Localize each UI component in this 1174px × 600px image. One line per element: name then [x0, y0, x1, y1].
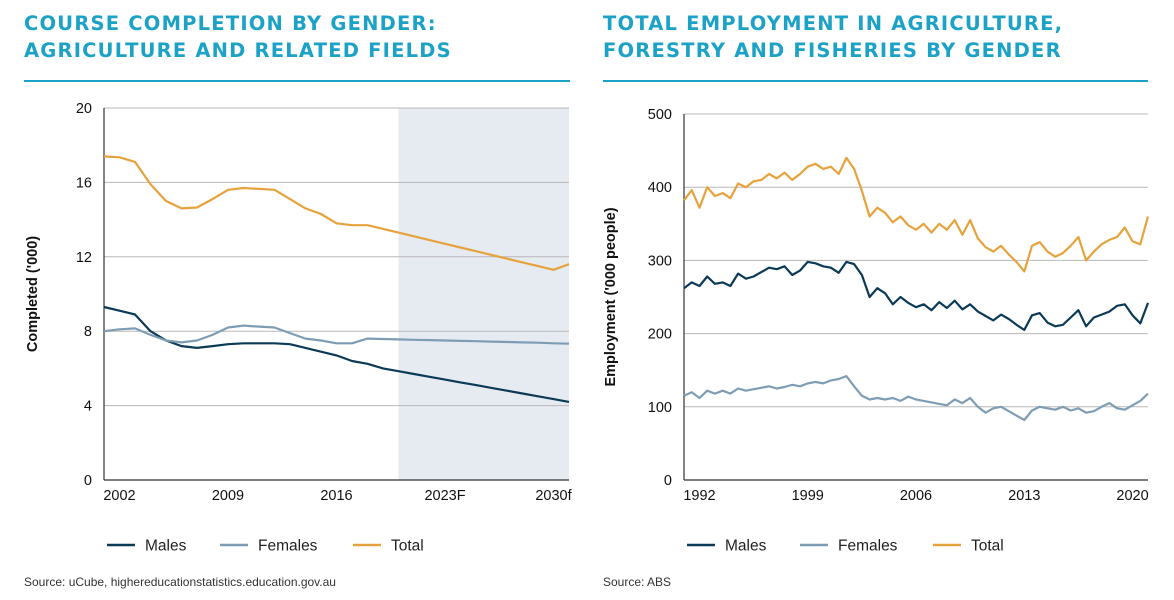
left-chart-forecast-shading — [398, 108, 569, 480]
source-note-left: Source: uCube, highereducationstatistics… — [24, 575, 336, 589]
left-chart-y-axis-title: Completed ('000) — [25, 236, 41, 352]
chart-title-left: COURSE COMPLETION BY GENDER: AGRICULTURE… — [24, 10, 452, 64]
left-chart-series-line-males — [103, 305, 570, 403]
right-chart-series-line-males — [683, 260, 1150, 331]
left-chart-x-tick-label: 2009 — [212, 488, 244, 504]
right-chart-y-axis-title: Employment ('000 people) — [603, 207, 619, 386]
chart-title-right-line2: FORESTRY AND FISHERIES BY GENDER — [603, 39, 1062, 62]
source-note-right: Source: ABS — [603, 575, 672, 589]
right-chart-x-tick-label: 2013 — [1008, 488, 1040, 504]
right-chart-series-line-total — [683, 156, 1150, 273]
right-chart-y-tick-label: 500 — [648, 107, 672, 123]
right-chart-x-tick-label: 1999 — [792, 488, 824, 504]
right-chart-y-tick-label: 300 — [648, 253, 672, 269]
left-chart-x-tick-label: 2016 — [320, 488, 352, 504]
chart-title-left-line2: AGRICULTURE AND RELATED FIELDS — [24, 39, 452, 62]
right-chart-y-tick-label: 400 — [648, 180, 672, 196]
left-chart-series-line-females — [103, 324, 570, 345]
left-chart-legend-label-females: Females — [258, 538, 318, 555]
chart-title-right-line1: TOTAL EMPLOYMENT IN AGRICULTURE, — [603, 12, 1064, 35]
left-chart-series-line-total — [103, 155, 570, 271]
right-chart-y-tick-label: 100 — [648, 400, 672, 416]
left-chart-x-tick-label: 2002 — [103, 488, 135, 504]
right-chart-y-tick-label: 0 — [664, 473, 672, 489]
left-chart-y-tick-label: 0 — [84, 473, 92, 489]
chart-title-left-line1: COURSE COMPLETION BY GENDER: — [24, 12, 437, 35]
title-rule-left — [24, 80, 570, 82]
right-chart-x-tick-label: 2020 — [1116, 488, 1148, 504]
title-rule-right — [603, 80, 1148, 82]
left-chart-x-tick-label: 2023F — [424, 488, 465, 504]
left-chart-y-tick-label: 16 — [76, 175, 92, 191]
left-chart-y-tick-label: 12 — [76, 250, 92, 266]
right-chart-y-tick-label: 200 — [648, 327, 672, 343]
right-chart-legend-label-males: Males — [725, 538, 767, 555]
chart-title-right: TOTAL EMPLOYMENT IN AGRICULTURE, FORESTR… — [603, 10, 1063, 64]
left-chart-y-tick-label: 4 — [84, 399, 92, 415]
right-chart-legend-label-females: Females — [838, 538, 898, 555]
right-chart-x-tick-label: 2006 — [900, 488, 932, 504]
left-chart-legend-label-total: Total — [391, 538, 424, 555]
left-chart-legend-label-males: Males — [145, 538, 187, 555]
right-chart-legend-label-total: Total — [971, 538, 1004, 555]
left-chart-y-tick-label: 20 — [76, 101, 92, 117]
left-chart-x-tick-label: 2030f — [535, 488, 572, 504]
right-chart-x-tick-label: 1992 — [683, 488, 715, 504]
left-chart-y-tick-label: 8 — [84, 324, 92, 340]
right-chart-series-line-females — [683, 375, 1149, 422]
